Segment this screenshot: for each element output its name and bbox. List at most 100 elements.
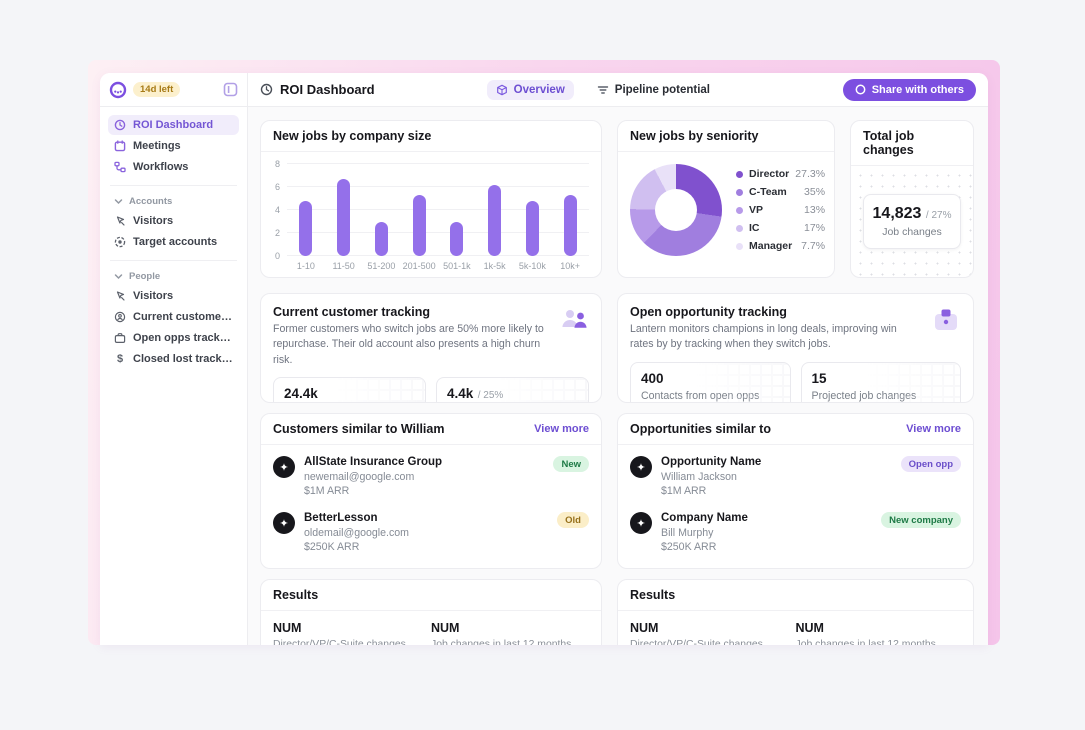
card-total-job-changes: Total job changes 14,823 / 27% Job chang… bbox=[850, 120, 974, 278]
sidebar-item-label: Current customer trac... bbox=[133, 311, 233, 323]
bar bbox=[450, 221, 464, 256]
list-item[interactable]: ✦ AllState Insurance Group newemail@goog… bbox=[273, 448, 589, 504]
legend-label: Director bbox=[749, 168, 790, 180]
contact-name: Bill Murphy bbox=[661, 526, 714, 539]
legend-item: VP 13% bbox=[736, 204, 825, 216]
contact-name: William Jackson bbox=[661, 470, 737, 483]
result-label: Job changes in last 12 months bbox=[795, 639, 936, 645]
tracking-description: Former customers who switch jobs are 50%… bbox=[273, 323, 544, 366]
sidebar-item-current-customer-tracking[interactable]: Current customer trac... bbox=[108, 307, 239, 327]
sidebar-item-closed-lost-tracking[interactable]: $ Closed lost tracking bbox=[108, 349, 239, 369]
stat-value: 24.4k bbox=[284, 386, 318, 402]
x-axis-tick: 1k-5k bbox=[483, 261, 506, 271]
trial-badge: 14d left bbox=[133, 82, 181, 97]
bar bbox=[563, 195, 577, 256]
share-with-others-button[interactable]: Share with others bbox=[842, 78, 976, 101]
company-arr: $250K ARR bbox=[661, 541, 717, 553]
chevron-down-icon bbox=[114, 272, 123, 281]
sidebar-item-open-opps-tracking[interactable]: Open opps tracking bbox=[108, 328, 239, 348]
view-more-link[interactable]: View more bbox=[906, 423, 961, 435]
legend-dot bbox=[736, 224, 743, 232]
stat-label: Projected job changes bbox=[811, 389, 917, 402]
legend-label: C-Team bbox=[749, 186, 787, 198]
sidebar-nav: ROI Dashboard Meetings Workflows Account… bbox=[100, 107, 247, 370]
x-axis-tick: 5k-10k bbox=[518, 261, 546, 271]
donut-legend: Director 27.3% C-Team 35% VP 13% IC 17% Manager 7… bbox=[736, 168, 825, 252]
tracking-description: Lantern monitors champions in long deals… bbox=[630, 323, 897, 351]
result-stat: NUM Director/VP/C-Suite changes bbox=[630, 621, 796, 645]
grid-line bbox=[287, 163, 589, 164]
stat-suffix: / 27% bbox=[925, 210, 952, 221]
card-opportunities-similar: Opportunities similar to View more ✦ Opp… bbox=[617, 413, 974, 569]
status-badge: Open opp bbox=[900, 456, 961, 472]
sidebar-item-visitors-accounts[interactable]: Visitors bbox=[108, 211, 239, 231]
stat-projected-job-changes-year: 4.4k / 25% Projected job changes (year) bbox=[436, 377, 589, 402]
sidebar-collapse-icon[interactable] bbox=[223, 82, 238, 97]
tab-overview[interactable]: Overview bbox=[486, 79, 574, 100]
donut-chart bbox=[630, 164, 722, 256]
result-label: Director/VP/C-Suite changes bbox=[273, 639, 406, 645]
sidebar-item-label: Visitors bbox=[133, 290, 174, 302]
list-item[interactable]: ✦ Opportunity Name William Jackson $1M A… bbox=[630, 448, 961, 504]
legend-label: Manager bbox=[749, 240, 793, 252]
section-label-text: Accounts bbox=[129, 196, 173, 207]
dollar-icon: $ bbox=[116, 352, 124, 365]
y-axis-tick: 4 bbox=[274, 205, 280, 215]
tab-label: Overview bbox=[513, 83, 565, 96]
page-title: ROI Dashboard bbox=[260, 82, 375, 97]
stat-label: Job changes bbox=[882, 226, 942, 238]
tracking-row: Current customer tracking Former custome… bbox=[260, 293, 976, 645]
dashboard-content: New jobs by company size 0 2 4 6 8 1-10 11-50… bbox=[248, 107, 988, 645]
sidebar-header: 14d left bbox=[100, 73, 247, 107]
card-title: Total job changes bbox=[851, 121, 973, 166]
sidebar: 14d left ROI Dashboard Meetings Workflow… bbox=[100, 73, 248, 645]
total-job-changes-body: 14,823 / 27% Job changes bbox=[851, 166, 973, 277]
card-open-opportunity-tracking: Open opportunity tracking Lantern monito… bbox=[617, 293, 974, 403]
tab-pipeline-potential[interactable]: Pipeline potential bbox=[588, 80, 719, 100]
sidebar-item-target-accounts[interactable]: Target accounts bbox=[108, 232, 239, 252]
cursor-icon bbox=[114, 290, 126, 302]
main-area: ROI Dashboard Overview Pipeline potentia… bbox=[248, 73, 988, 645]
list-item[interactable]: ✦ BetterLesson oldemail@google.com $250K… bbox=[273, 504, 589, 560]
tracking-title: Open opportunity tracking bbox=[630, 305, 787, 319]
view-more-link[interactable]: View more bbox=[534, 423, 589, 435]
avatar: ✦ bbox=[630, 456, 652, 478]
stat-label: Contacts from open opps bbox=[641, 389, 760, 402]
stat-value: 4.4k bbox=[447, 386, 474, 402]
result-label: Director/VP/C-Suite changes bbox=[630, 639, 763, 645]
open-opportunity-column: Open opportunity tracking Lantern monito… bbox=[617, 293, 974, 645]
bar-chart-x-labels: 1-10 11-50 51-200 201-500 501-1k 1k-5k 5k-10k 1… bbox=[287, 261, 589, 271]
sidebar-section-people[interactable]: People bbox=[108, 269, 239, 286]
legend-dot bbox=[736, 170, 743, 178]
status-badge: Old bbox=[557, 512, 589, 528]
sidebar-item-label: Meetings bbox=[133, 140, 181, 152]
tracking-stats: 24.4k Total customer contacts 4.4k / 25%… bbox=[273, 377, 589, 402]
card-title: New jobs by seniority bbox=[618, 121, 834, 152]
chevron-down-icon bbox=[114, 197, 123, 206]
view-tabs: Overview Pipeline potential bbox=[486, 79, 719, 100]
legend-dot bbox=[736, 206, 743, 214]
card-results-right: Results NUM Director/VP/C-Suite changes … bbox=[617, 579, 974, 645]
sidebar-section-accounts[interactable]: Accounts bbox=[108, 194, 239, 211]
bar bbox=[299, 200, 313, 256]
list-item[interactable]: ✦ Company Name Bill Murphy $250K ARR New… bbox=[630, 504, 961, 560]
x-axis-tick: 201-500 bbox=[402, 261, 436, 271]
legend-dot bbox=[736, 242, 743, 250]
app-logo-icon bbox=[109, 81, 127, 99]
company-name: Company Name bbox=[661, 512, 748, 524]
tracking-title: Current customer tracking bbox=[273, 305, 430, 319]
legend-dot bbox=[736, 188, 743, 196]
bar bbox=[374, 221, 388, 256]
current-customer-column: Current customer tracking Former custome… bbox=[260, 293, 602, 645]
legend-value: 13% bbox=[804, 204, 826, 216]
stat-value: 14,823 bbox=[872, 205, 922, 222]
legend-value: 35% bbox=[804, 186, 826, 198]
sidebar-item-meetings[interactable]: Meetings bbox=[108, 136, 239, 156]
charts-row: New jobs by company size 0 2 4 6 8 1-10 11-50… bbox=[260, 120, 976, 278]
total-job-changes-stat: 14,823 / 27% Job changes bbox=[862, 194, 962, 249]
sidebar-item-workflows[interactable]: Workflows bbox=[108, 157, 239, 177]
result-stat: NUM Job changes in last 12 months bbox=[796, 621, 962, 645]
sidebar-item-roi-dashboard[interactable]: ROI Dashboard bbox=[108, 115, 239, 135]
sidebar-item-visitors-people[interactable]: Visitors bbox=[108, 286, 239, 306]
filter-icon bbox=[597, 84, 609, 96]
